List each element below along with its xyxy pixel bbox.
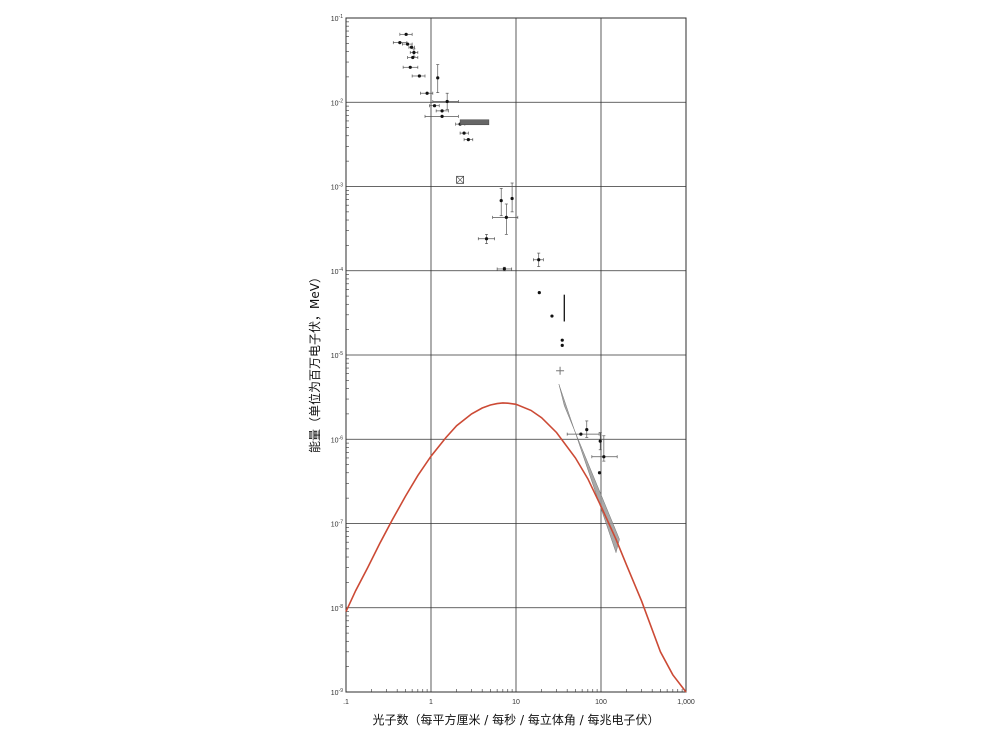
- data-point: [409, 45, 414, 49]
- data-point: [417, 74, 421, 78]
- x-tick-label: .1: [343, 699, 349, 706]
- y-tick-label: 10-1: [331, 14, 343, 23]
- y-tick-label: 10-9: [331, 688, 343, 697]
- y-tick-label: 10-3: [331, 183, 343, 192]
- data-point: [404, 32, 408, 36]
- data-point: [425, 91, 429, 95]
- data-point: [432, 104, 437, 108]
- data-point: [579, 432, 583, 436]
- data-point: [411, 55, 415, 60]
- box-marker: [456, 175, 465, 184]
- x-tick-label: 100: [595, 699, 607, 706]
- data-point: [504, 215, 508, 219]
- grid: [345, 17, 687, 693]
- y-tick-label: 10-8: [331, 604, 343, 613]
- x-tick-label: 1: [429, 699, 433, 706]
- data-point: [597, 471, 602, 475]
- data-point: [560, 338, 564, 342]
- x-tick-label: 10: [512, 699, 520, 706]
- plot-area: [345, 32, 687, 693]
- data-point: [537, 258, 541, 262]
- x-tick-label: 1,000: [677, 699, 695, 706]
- data-point: [462, 131, 466, 135]
- y-tick-label: 10-5: [331, 351, 343, 360]
- data-point: [440, 109, 444, 113]
- data-point: [585, 428, 589, 432]
- data-point: [398, 41, 402, 45]
- tick-labels: .1 1 10 100 1,000 10-1 10-2 10-3 10-4 10-5 10-6 10-…: [331, 14, 695, 706]
- data-point: [405, 42, 410, 46]
- data-point: [466, 138, 470, 142]
- data-point: [440, 114, 444, 118]
- y-tick-label: 10-6: [331, 435, 343, 444]
- data-point: [510, 196, 514, 201]
- data-point: [602, 455, 606, 459]
- data-point: [412, 50, 416, 55]
- data-point: [436, 76, 440, 80]
- box-marker-diag: [456, 176, 464, 184]
- data-point: [598, 439, 602, 443]
- data-point: [537, 291, 541, 295]
- data-point: [445, 99, 449, 104]
- y-tick-label: 10-4: [331, 267, 343, 276]
- y-tick-label: 10-7: [331, 520, 343, 529]
- model-curve: [345, 402, 687, 693]
- y-tick-label: 10-2: [331, 98, 343, 107]
- data-point: [560, 343, 564, 348]
- data-point: [502, 267, 506, 271]
- y-axis-label: 能量（单位为百万电子伏，MeV）: [307, 271, 322, 453]
- data-point: [550, 314, 554, 318]
- x-axis-label: 光子数（每平方厘米 / 每秒 / 每立体角 / 每兆电子伏）: [372, 712, 659, 727]
- data-point: [499, 199, 503, 203]
- measurement-bar: [459, 119, 490, 126]
- data-point: [408, 65, 412, 69]
- data-point: [484, 237, 489, 241]
